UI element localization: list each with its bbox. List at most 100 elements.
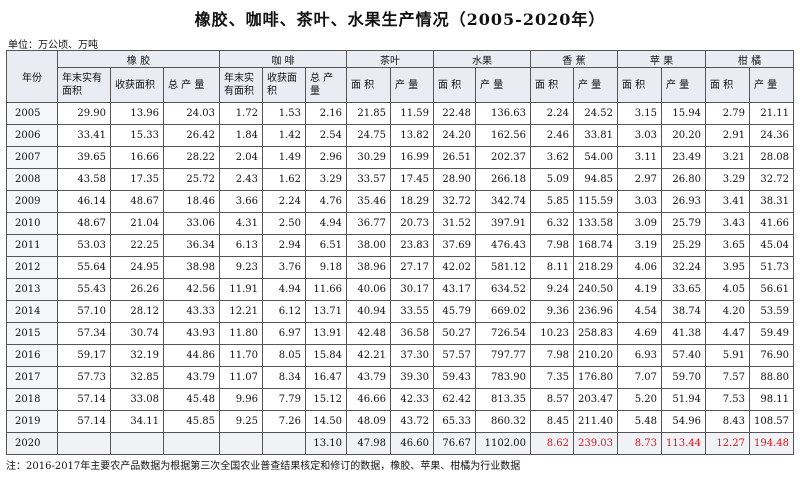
value-cell: 16.47 <box>305 366 347 389</box>
value-cell: 4.47 <box>705 322 750 345</box>
value-cell: 26.80 <box>661 168 706 191</box>
value-cell: 3.03 <box>617 124 662 147</box>
value-cell: 6.13 <box>219 234 263 257</box>
value-cell: 113.44 <box>661 432 706 455</box>
value-cell: 3.29 <box>705 168 750 191</box>
value-cell: 41.38 <box>661 322 706 345</box>
value-cell: 3.43 <box>705 212 750 235</box>
value-cell: 11.07 <box>219 366 263 389</box>
value-cell: 10.23 <box>530 322 574 345</box>
value-cell <box>110 432 164 455</box>
group-header: 年份 <box>6 50 58 103</box>
value-cell: 33.08 <box>110 388 164 411</box>
value-cell: 21.11 <box>749 102 794 125</box>
value-cell: 33.55 <box>390 300 434 323</box>
group-header: 苹 果 <box>617 50 706 68</box>
value-cell: 25.79 <box>661 212 706 235</box>
value-cell: 1.84 <box>219 124 263 147</box>
value-cell: 13.82 <box>390 124 434 147</box>
value-cell: 45.48 <box>163 388 220 411</box>
value-cell: 9.25 <box>219 410 263 433</box>
value-cell: 1.49 <box>262 146 306 169</box>
value-cell: 38.00 <box>346 234 391 257</box>
value-cell: 42.33 <box>390 388 434 411</box>
value-cell: 22.48 <box>433 102 476 125</box>
group-header: 橡 胶 <box>57 50 220 68</box>
value-cell <box>262 432 306 455</box>
value-cell: 7.98 <box>530 234 574 257</box>
value-cell: 41.66 <box>749 212 794 235</box>
value-cell: 54.00 <box>573 146 618 169</box>
value-cell: 13.10 <box>305 432 347 455</box>
value-cell: 3.03 <box>617 190 662 213</box>
value-cell: 42.48 <box>346 322 391 345</box>
value-cell: 2.46 <box>530 124 574 147</box>
value-cell: 38.96 <box>346 256 391 279</box>
sub-header: 面 积 <box>433 67 476 103</box>
year-cell: 2005 <box>6 102 58 125</box>
value-cell: 51.73 <box>749 256 794 279</box>
value-cell: 2.54 <box>305 124 347 147</box>
value-cell: 16.66 <box>110 146 164 169</box>
value-cell: 50.27 <box>433 322 476 345</box>
value-cell: 3.11 <box>617 146 662 169</box>
value-cell: 1102.00 <box>475 432 531 455</box>
value-cell: 33.57 <box>346 168 391 191</box>
value-cell <box>57 432 111 455</box>
sub-header: 面 积 <box>617 67 662 103</box>
value-cell: 14.50 <box>305 410 347 433</box>
value-cell: 36.58 <box>390 322 434 345</box>
value-cell: 13.96 <box>110 102 164 125</box>
value-cell: 6.32 <box>530 212 574 235</box>
year-cell: 2009 <box>6 190 58 213</box>
value-cell: 11.59 <box>390 102 434 125</box>
value-cell: 2.50 <box>262 212 306 235</box>
value-cell: 20.20 <box>661 124 706 147</box>
value-cell: 266.18 <box>475 168 531 191</box>
value-cell: 8.34 <box>262 366 306 389</box>
value-cell: 18.46 <box>163 190 220 213</box>
value-cell: 8.62 <box>530 432 574 455</box>
value-cell: 236.96 <box>573 300 618 323</box>
year-cell: 2012 <box>6 256 58 279</box>
value-cell: 57.40 <box>661 344 706 367</box>
value-cell: 28.12 <box>110 300 164 323</box>
value-cell: 43.33 <box>163 300 220 323</box>
value-cell: 797.77 <box>475 344 531 367</box>
value-cell: 59.17 <box>57 344 111 367</box>
value-cell: 5.20 <box>617 388 662 411</box>
value-cell: 6.12 <box>262 300 306 323</box>
value-cell: 4.94 <box>262 278 306 301</box>
value-cell: 11.66 <box>305 278 347 301</box>
value-cell: 6.51 <box>305 234 347 257</box>
group-header: 香 蕉 <box>530 50 618 68</box>
subheader-row: 年末实有面积 收获面积总 产 量年末实有面积 收获面积总 产 量面 积产 量面 积产… <box>7 67 794 103</box>
page-title: 橡胶、咖啡、茶叶、水果生产情况（2005-2020年） <box>194 10 606 29</box>
year-cell: 2008 <box>6 168 58 191</box>
value-cell: 8.43 <box>705 410 750 433</box>
value-cell: 48.67 <box>57 212 111 235</box>
value-cell: 30.74 <box>110 322 164 345</box>
value-cell: 4.06 <box>617 256 662 279</box>
sub-header: 总 产 量 <box>305 67 347 103</box>
value-cell: 258.83 <box>573 322 618 345</box>
value-cell: 45.79 <box>433 300 476 323</box>
value-cell: 26.93 <box>661 190 706 213</box>
value-cell: 55.64 <box>57 256 111 279</box>
value-cell: 36.77 <box>346 212 391 235</box>
value-cell: 32.85 <box>110 366 164 389</box>
value-cell: 7.79 <box>262 388 306 411</box>
year-cell: 2013 <box>6 278 58 301</box>
data-row: 2007 39.65 16.66 28.22 2.04 1.49 2.96 30.29 16.9… <box>6 146 794 169</box>
value-cell: 76.90 <box>749 344 794 367</box>
value-cell: 15.84 <box>305 344 347 367</box>
value-cell: 194.48 <box>749 432 794 455</box>
year-cell: 2018 <box>6 388 58 411</box>
year-cell: 2020 <box>6 432 58 455</box>
value-cell: 3.19 <box>617 234 662 257</box>
value-cell: 88.80 <box>749 366 794 389</box>
value-cell: 8.05 <box>262 344 306 367</box>
value-cell: 581.12 <box>475 256 531 279</box>
value-cell: 31.52 <box>433 212 476 235</box>
value-cell: 34.11 <box>110 410 164 433</box>
